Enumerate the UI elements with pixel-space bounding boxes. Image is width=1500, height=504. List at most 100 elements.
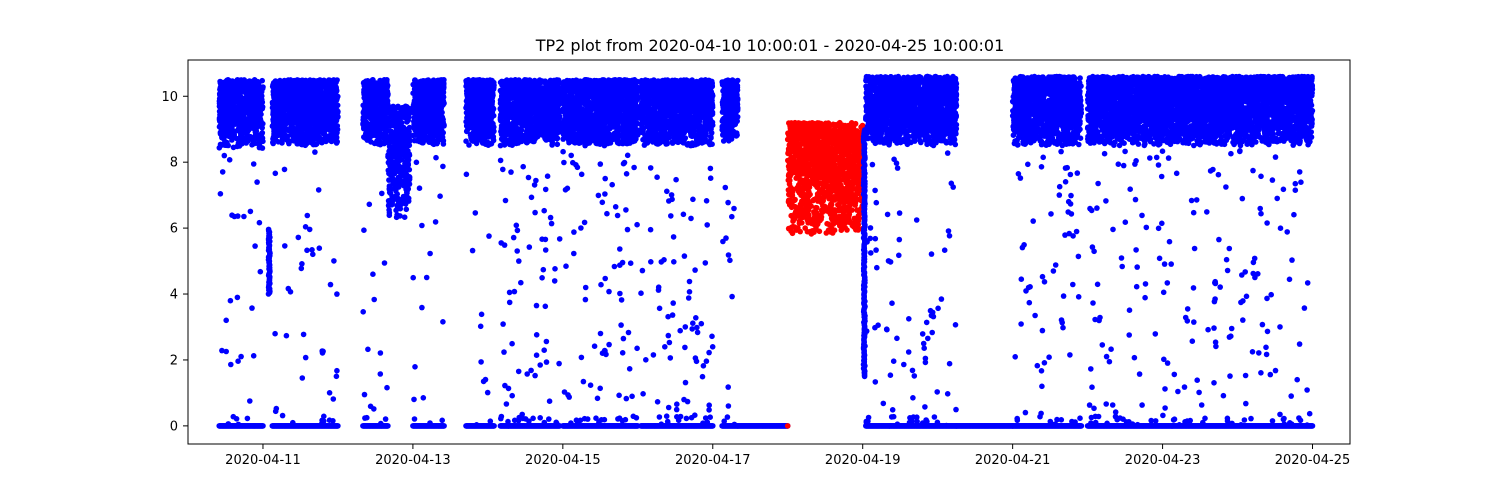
data-point: [419, 304, 425, 311]
data-point: [316, 134, 323, 140]
data-point: [239, 131, 245, 138]
data-point: [361, 391, 368, 398]
data-point: [299, 104, 306, 111]
data-point: [420, 395, 427, 401]
data-point: [294, 103, 301, 109]
data-point: [293, 85, 300, 92]
data-point: [304, 108, 310, 114]
data-point: [439, 417, 446, 424]
data-point: [423, 274, 430, 281]
data-point: [272, 82, 279, 89]
data-point: [394, 131, 400, 137]
data-point: [299, 375, 306, 381]
data-point: [275, 126, 281, 133]
data-point: [217, 141, 224, 148]
data-point: [272, 94, 278, 101]
data-point: [252, 243, 258, 249]
data-point: [301, 85, 308, 92]
data-point: [279, 412, 286, 419]
data-point: [466, 142, 472, 148]
data-point: [387, 106, 394, 112]
data-point: [405, 154, 412, 160]
data-point: [272, 330, 278, 337]
data-point: [486, 103, 492, 109]
data-point: [412, 364, 418, 370]
data-point: [427, 420, 433, 426]
data-point: [250, 137, 257, 144]
data-point: [401, 214, 408, 220]
data-point: [466, 121, 472, 127]
data-point: [375, 124, 381, 130]
data-point: [404, 184, 410, 190]
data-point: [269, 101, 276, 107]
data-point: [330, 418, 336, 424]
data-point: [397, 202, 404, 208]
data-point: [249, 142, 255, 148]
data-point: [280, 112, 286, 118]
data-point: [478, 85, 485, 92]
data-point: [436, 110, 443, 117]
data-point: [439, 82, 446, 88]
data-point: [240, 83, 246, 90]
data-point: [327, 281, 334, 288]
data-point: [485, 120, 492, 126]
data-point: [388, 131, 395, 138]
data-point: [433, 85, 439, 91]
data-point: [229, 212, 235, 218]
data-point: [419, 123, 425, 130]
data-point: [364, 414, 370, 421]
data-point: [374, 114, 380, 121]
data-point: [304, 212, 311, 219]
data-point: [335, 423, 341, 429]
data-point: [392, 193, 399, 199]
data-point: [432, 219, 439, 225]
data-point: [491, 423, 497, 429]
data-point: [316, 245, 323, 251]
data-point: [360, 120, 366, 127]
data-point: [404, 189, 410, 196]
data-point: [480, 378, 487, 385]
data-point: [295, 234, 302, 241]
data-point: [254, 78, 261, 85]
data-point: [272, 114, 278, 121]
data-point: [328, 90, 334, 96]
data-point: [257, 268, 264, 275]
data-point: [321, 413, 327, 420]
data-point: [361, 227, 367, 233]
data-point: [315, 103, 322, 109]
data-point: [383, 86, 390, 93]
data-point: [221, 119, 227, 126]
data-point: [404, 159, 411, 165]
data-point: [330, 129, 337, 136]
data-point: [332, 109, 338, 115]
data-point: [333, 115, 339, 122]
data-point: [406, 166, 413, 173]
data-point: [441, 423, 447, 429]
data-point: [277, 91, 284, 97]
data-point: [435, 136, 442, 143]
data-point: [412, 99, 418, 105]
data-point: [244, 98, 251, 105]
data-point: [381, 260, 388, 266]
data-point: [255, 136, 261, 142]
data-point: [247, 398, 253, 404]
data-point: [323, 138, 329, 145]
data-point: [489, 93, 496, 100]
data-point: [322, 93, 328, 100]
data-point: [397, 213, 403, 219]
data-point: [404, 194, 411, 200]
data-point: [247, 112, 253, 119]
data-point: [299, 261, 305, 267]
data-point: [467, 83, 474, 89]
data-point: [287, 90, 294, 97]
data-point: [419, 109, 426, 116]
data-point: [436, 118, 442, 124]
data-point: [386, 148, 393, 155]
data-point: [250, 161, 257, 167]
data-point: [480, 100, 487, 107]
data-point: [402, 178, 408, 184]
data-point: [393, 125, 400, 131]
data-point: [319, 420, 325, 427]
data-point: [387, 120, 394, 126]
data-point: [306, 226, 313, 233]
